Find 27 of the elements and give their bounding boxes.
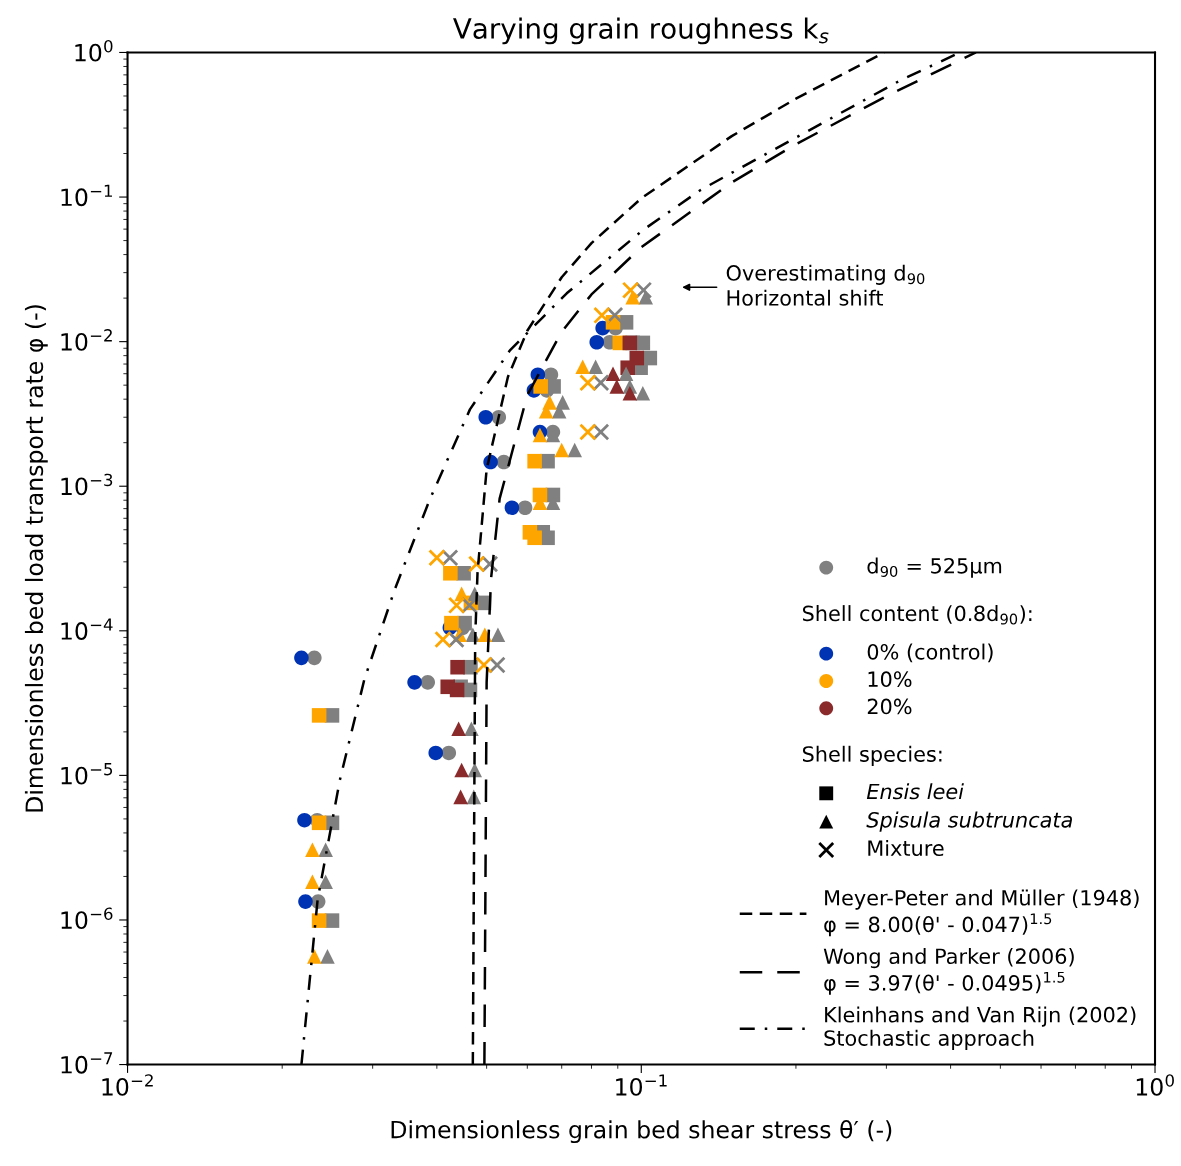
y-tick-label: 10$^{−1}$ <box>61 184 112 207</box>
legend-label: Kleinhans and Van Rijn (2002) Stochastic approach <box>824 1006 1136 1050</box>
legend-label: d$_{90}$ = 525μm <box>867 557 1002 578</box>
annotation: Shell species: <box>802 745 942 766</box>
annotation: Ensis leei <box>866 783 964 800</box>
y-tick-label: 10$^{−3}$ <box>61 473 113 496</box>
annotation: Mixture <box>868 839 944 857</box>
legend-label: Wong and Parker (2006) φ = 3.97(θ' - 0.0495)$^{1.5}$ <box>823 947 1074 995</box>
y-tick-label: 10$^{−5}$ <box>61 763 113 785</box>
legend-label: Meyer-Peter and Müller (1948) φ = 8.00(θ' - 0.047)$^{1.5}$ <box>824 889 1139 937</box>
y-tick-label: 10$^{−4}$ <box>61 618 113 640</box>
legend-label: 20% <box>867 698 912 715</box>
annotation: Shell content (0.8d$_{90}$): <box>802 605 1032 625</box>
annotation: Spisula subtruncata <box>866 811 1072 832</box>
y-axis-title: Dimensionless bed load transport rate φ (-) <box>24 305 48 812</box>
x-tick-label: 10$^{0}$ <box>1136 1074 1174 1096</box>
y-tick-label: 10$^{−2}$ <box>61 329 112 351</box>
x-axis-title: Dimensionless grain bed shear stress θ′ (-) <box>391 1120 892 1144</box>
legend-label: 10% <box>868 671 912 688</box>
x-tick-label: 10$^{−1}$ <box>616 1074 667 1096</box>
y-tick-label: 10$^{0}$ <box>75 39 113 62</box>
y-tick-label: 10$^{−7}$ <box>61 1052 113 1074</box>
x-tick-label: 10$^{−2}$ <box>102 1074 153 1096</box>
text: Overestimating d$_{90}$ Horizontal shift <box>726 264 925 306</box>
legend-label: 0% (control) <box>867 643 993 663</box>
chart-title: Varying grain roughness k$_{s}$ <box>453 17 829 45</box>
y-tick-label: 10$^{−6}$ <box>61 907 113 930</box>
